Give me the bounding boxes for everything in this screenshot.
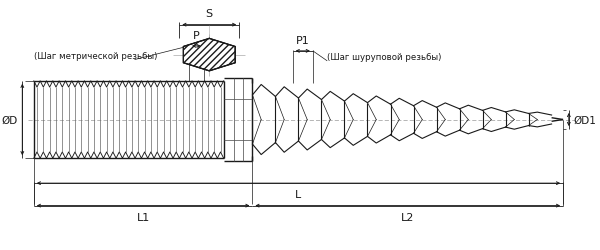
Text: L: L [295,190,302,200]
Text: S: S [206,10,213,19]
Polygon shape [184,39,235,72]
Text: ØD1: ØD1 [574,115,596,125]
Text: ØD: ØD [1,115,18,125]
Text: (Шаг шуруповой резьбы): (Шаг шуруповой резьбы) [327,53,442,62]
Text: L1: L1 [137,212,150,222]
Text: L2: L2 [401,212,415,222]
Text: P1: P1 [296,36,310,46]
Text: (Шаг метрической резьбы): (Шаг метрической резьбы) [34,52,157,60]
Text: P: P [193,31,200,41]
